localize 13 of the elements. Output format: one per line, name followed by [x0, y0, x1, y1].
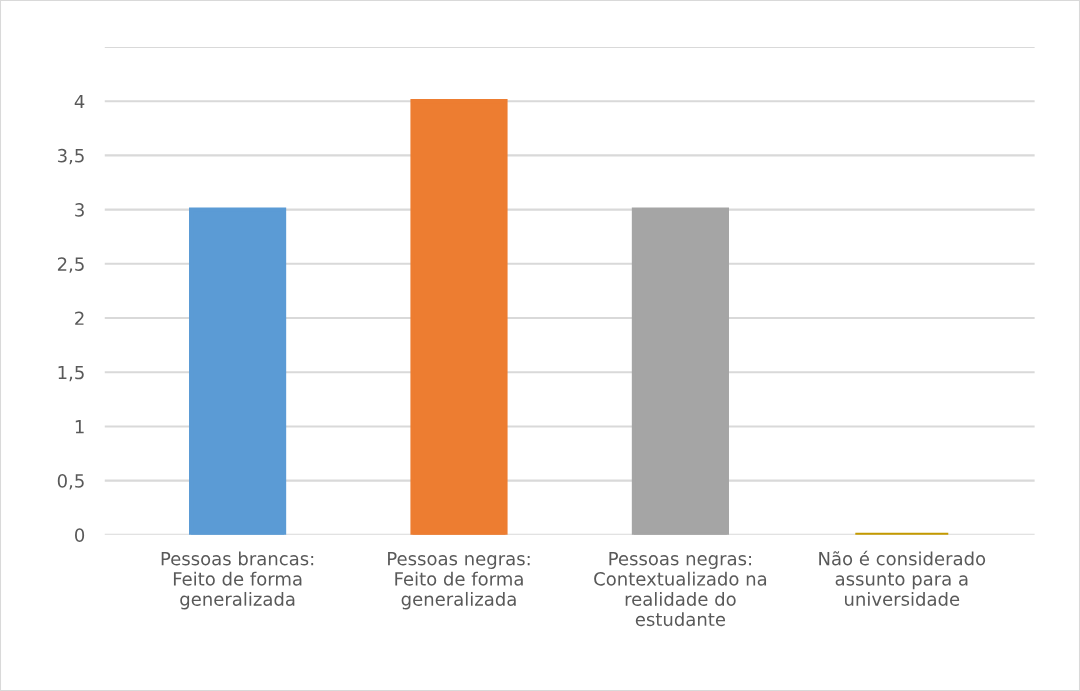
y-tick-label: 0 — [75, 528, 85, 542]
x-tick-label: Pessoas negras: Feito de forma generalizada — [388, 552, 530, 610]
x-tick-label: Não é considerado assunto para a universidade — [819, 550, 986, 606]
y-tick-label: 1 — [75, 420, 84, 434]
x-tick-label: Pessoas brancas: Feito de forma generalizada — [161, 551, 314, 610]
x-tick-label: Pessoas negras: Contextualizado na realidade do estudante — [594, 552, 767, 627]
y-tick-label: 2 — [75, 311, 84, 325]
y-tick-label: 2,5 — [57, 257, 84, 273]
y-tick-label: 1,5 — [58, 365, 84, 382]
y-tick-label: 3,5 — [57, 148, 84, 165]
y-tick-label: 4 — [74, 94, 85, 109]
y-tick-label: 0,5 — [57, 474, 84, 490]
y-tick-label: 3 — [75, 203, 84, 217]
